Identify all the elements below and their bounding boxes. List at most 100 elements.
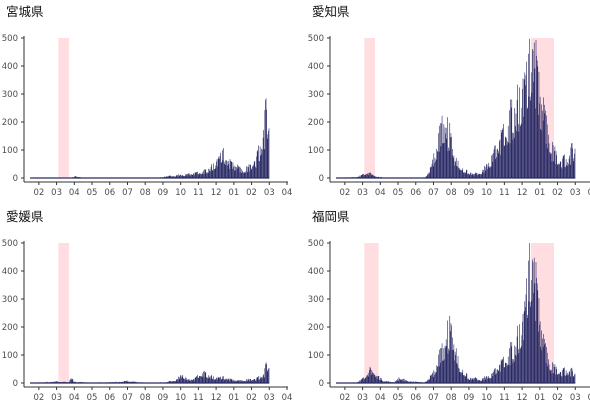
- bar: [510, 143, 511, 178]
- bar: [371, 375, 372, 383]
- bar: [498, 153, 499, 178]
- x-tick-label: 06: [410, 188, 421, 198]
- bar: [527, 108, 528, 178]
- bar: [439, 152, 440, 178]
- bar: [519, 353, 520, 383]
- bar: [200, 376, 201, 383]
- bar: [239, 167, 240, 178]
- bar: [226, 379, 227, 383]
- bar: [445, 127, 446, 178]
- bar: [435, 373, 436, 383]
- bar: [72, 379, 73, 383]
- shaded-period: [58, 243, 69, 383]
- bar: [263, 138, 264, 178]
- bar: [248, 167, 249, 178]
- bar: [550, 154, 551, 178]
- bar: [197, 172, 198, 178]
- bar: [221, 163, 222, 178]
- bar: [370, 172, 371, 178]
- bar: [484, 166, 485, 178]
- bar: [444, 348, 445, 383]
- bar: [260, 378, 261, 383]
- bar: [227, 379, 228, 383]
- bar: [500, 155, 501, 178]
- bar: [567, 162, 568, 178]
- bar: [435, 161, 436, 178]
- bar: [257, 151, 258, 178]
- bar: [515, 126, 516, 178]
- bar: [517, 337, 518, 383]
- x-tick-label: 03: [570, 188, 581, 198]
- bar: [464, 375, 465, 383]
- bar: [443, 143, 444, 178]
- bar: [189, 173, 190, 178]
- bar: [478, 174, 479, 178]
- bar: [230, 379, 231, 383]
- bar: [528, 54, 529, 178]
- bar: [249, 379, 250, 383]
- bar: [188, 173, 189, 178]
- bar: [571, 147, 572, 178]
- bar: [261, 377, 262, 383]
- bar: [567, 373, 568, 383]
- bar: [370, 367, 371, 383]
- bar: [241, 169, 242, 178]
- bar: [571, 368, 572, 383]
- bar: [555, 147, 556, 178]
- x-tick-label: 07: [122, 188, 133, 198]
- bar: [362, 378, 363, 383]
- bar: [529, 96, 530, 178]
- bar: [501, 130, 502, 178]
- bar: [493, 162, 494, 178]
- bar: [564, 367, 565, 383]
- bar: [477, 173, 478, 178]
- bar: [568, 166, 569, 178]
- bar: [264, 149, 265, 178]
- bar: [225, 160, 226, 178]
- bar: [564, 154, 565, 178]
- bar: [516, 131, 517, 178]
- bar: [369, 370, 370, 383]
- bar: [220, 156, 221, 178]
- bar: [552, 142, 553, 178]
- bar: [555, 364, 556, 383]
- bar: [184, 378, 185, 383]
- bar: [570, 165, 571, 178]
- bar: [214, 169, 215, 178]
- bar: [496, 373, 497, 383]
- bar: [457, 166, 458, 178]
- bar: [430, 376, 431, 383]
- bar: [238, 166, 239, 178]
- bar: [186, 378, 187, 383]
- bar: [493, 153, 494, 178]
- bar: [519, 132, 520, 178]
- bar: [492, 154, 493, 178]
- bar: [526, 75, 527, 178]
- bar: [486, 164, 487, 178]
- bar: [507, 141, 508, 178]
- bar: [468, 174, 469, 178]
- bar: [259, 161, 260, 178]
- bar: [457, 363, 458, 383]
- bar: [443, 361, 444, 383]
- bar: [429, 173, 430, 178]
- shaded-period: [58, 38, 69, 178]
- bar: [212, 170, 213, 178]
- bar: [530, 97, 531, 178]
- bar: [509, 143, 510, 178]
- bar: [538, 332, 539, 383]
- bar: [491, 156, 492, 178]
- bar: [505, 363, 506, 383]
- bar: [477, 378, 478, 383]
- bar: [227, 166, 228, 178]
- bar: [539, 298, 540, 383]
- bar: [513, 133, 514, 178]
- bar: [446, 346, 447, 383]
- bar: [380, 378, 381, 383]
- bar: [559, 374, 560, 383]
- bar: [237, 169, 238, 178]
- bar: [486, 376, 487, 383]
- bar: [561, 372, 562, 383]
- bar: [451, 137, 452, 178]
